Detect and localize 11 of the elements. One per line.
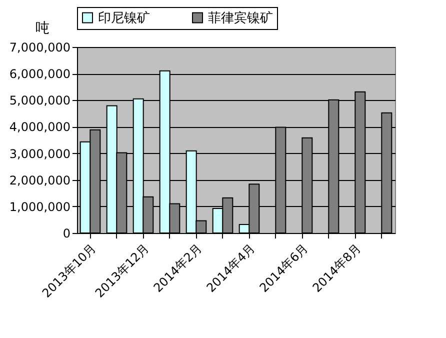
legend-label: 菲律宾镍矿 <box>208 10 273 26</box>
y-tick-label: 0 <box>62 226 70 240</box>
y-tick-label: 7,000,000 <box>9 40 70 54</box>
y-tick-label: 5,000,000 <box>9 94 70 108</box>
y-tick-label: 2,000,000 <box>9 173 70 188</box>
y-tick-label: 4,000,000 <box>9 120 70 134</box>
y-axis-title: 吨 <box>36 20 50 36</box>
y-tick-label: 6,000,000 <box>9 67 70 82</box>
y-tick-label: 1,000,000 <box>9 200 70 214</box>
y-tick-label: 3,000,000 <box>9 146 70 161</box>
legend-label: 印尼镍矿 <box>98 10 150 26</box>
